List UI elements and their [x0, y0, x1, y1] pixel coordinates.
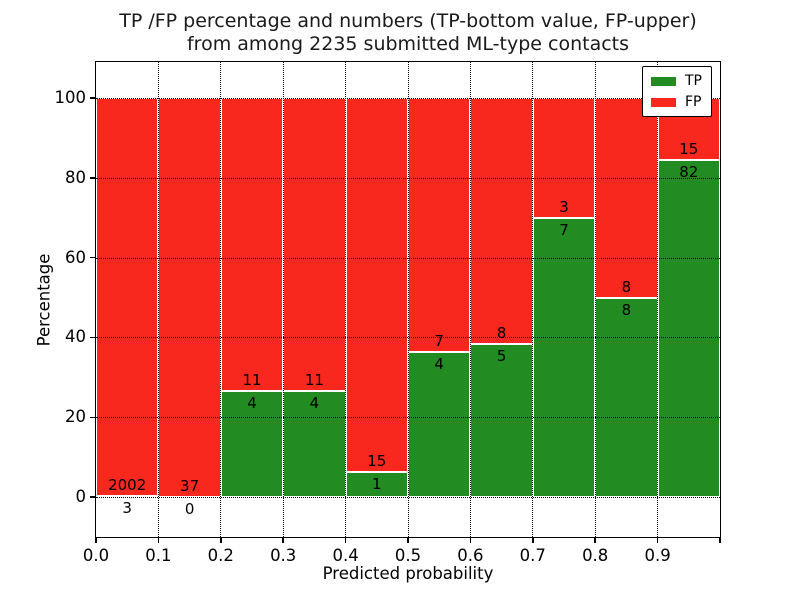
- x-tick-mark: [344, 538, 347, 543]
- tp-count-label: 82: [679, 162, 699, 181]
- x-axis-label: Predicted probability: [322, 564, 494, 583]
- y-tick-mark: [89, 177, 95, 179]
- y-tick-mark: [89, 416, 95, 418]
- bar-segment-tp: [408, 351, 471, 498]
- bar-segment-tp: [283, 390, 346, 498]
- horizontal-gridline: [96, 257, 720, 259]
- bar-segment-fp: [345, 97, 408, 473]
- x-tick-label: 0.3: [270, 546, 297, 565]
- legend-entry-tp: TP: [651, 74, 702, 88]
- fp-count-label: 2002: [108, 476, 147, 495]
- x-tick-label: 0.1: [145, 546, 172, 565]
- x-tick-mark: [469, 538, 472, 543]
- horizontal-gridline: [96, 177, 720, 179]
- x-tick-label: 0.8: [582, 546, 609, 565]
- tp-count-label: 0: [184, 500, 195, 519]
- x-tick-label: 0.5: [394, 546, 422, 565]
- y-tick-label: 40: [65, 327, 86, 347]
- x-tick-mark: [594, 538, 596, 543]
- bar-segment-tp: [532, 217, 596, 498]
- x-tick-mark: [282, 538, 284, 543]
- vertical-gridline: [657, 62, 659, 537]
- fp-count-label: 11: [304, 370, 324, 389]
- y-tick-label: 0: [75, 487, 87, 507]
- vertical-gridline: [345, 62, 347, 537]
- y-tick-mark: [89, 256, 95, 259]
- legend-swatch-tp: [651, 76, 676, 86]
- x-tick-mark: [532, 538, 534, 543]
- fp-count-label: 3: [559, 197, 569, 216]
- x-tick-label: 0.7: [519, 546, 546, 565]
- bar-segment-fp: [220, 97, 284, 391]
- y-tick-mark: [89, 97, 95, 99]
- horizontal-gridline: [96, 97, 720, 99]
- bar-segment-fp: [470, 97, 533, 344]
- bar-segment-tp: [657, 159, 720, 498]
- bar-segment-fp: [158, 97, 221, 498]
- y-tick-mark: [89, 496, 95, 498]
- y-tick-label: 20: [65, 407, 86, 427]
- x-tick-mark: [220, 538, 222, 543]
- vertical-gridline: [157, 62, 159, 537]
- y-tick-label: 100: [54, 87, 87, 107]
- fp-count-label: 8: [621, 277, 632, 296]
- tp-count-label: 8: [621, 300, 632, 319]
- x-tick-label: 0.9: [644, 546, 671, 565]
- tp-count-label: 5: [496, 346, 507, 365]
- bar-segment-tp: [595, 297, 658, 498]
- fp-count-label: 15: [367, 452, 387, 471]
- legend-entry-fp: FP: [651, 95, 702, 109]
- bar-segment-tp: [345, 472, 408, 498]
- bar-segment-tp: [470, 343, 533, 498]
- horizontal-gridline: [96, 497, 720, 499]
- tp-count-label: 4: [434, 354, 444, 373]
- vertical-gridline: [220, 62, 222, 537]
- chart-title-line1: TP /FP percentage and numbers (TP-bottom…: [119, 10, 697, 32]
- x-tick-label: 0.0: [82, 546, 110, 565]
- legend-swatch-fp: [651, 97, 676, 107]
- tp-count-label: 4: [309, 393, 320, 412]
- fp-count-label: 8: [496, 323, 507, 342]
- tp-count-label: 1: [372, 475, 382, 494]
- legend-label-fp: FP: [685, 94, 702, 110]
- bar-segment-fp: [408, 97, 471, 352]
- legend: TP FP: [642, 66, 712, 117]
- x-tick-mark: [407, 538, 409, 543]
- fp-count-label: 37: [180, 477, 200, 496]
- vertical-gridline: [407, 62, 409, 537]
- x-tick-mark: [95, 538, 97, 543]
- vertical-gridline: [594, 62, 596, 537]
- y-tick-mark: [89, 336, 95, 339]
- bar-segment-tp: [220, 390, 284, 498]
- horizontal-gridline: [96, 337, 720, 339]
- x-tick-mark: [719, 538, 721, 543]
- x-tick-label: 0.6: [457, 546, 484, 565]
- tp-count-label: 4: [247, 393, 257, 412]
- horizontal-gridline: [96, 417, 720, 419]
- bar-segment-fp: [532, 97, 596, 218]
- chart-title-line2: from among 2235 submitted ML-type contac…: [186, 33, 630, 55]
- vertical-gridline: [532, 62, 534, 537]
- x-tick-label: 0.2: [207, 546, 234, 565]
- chart-title: TP /FP percentage and numbers (TP-bottom…: [96, 10, 720, 56]
- y-tick-label: 60: [65, 247, 86, 267]
- y-tick-label: 80: [65, 167, 86, 187]
- x-tick-label: 0.4: [332, 546, 359, 565]
- x-tick-mark: [656, 538, 659, 543]
- x-tick-mark: [157, 538, 160, 543]
- plot-area: TP FP 2002 3 37 0 11 4 11 4 15 1 7 4 8 5 3 7 8 8 15 82 0 20 40…: [55, 62, 721, 565]
- fp-count-label: 7: [434, 331, 444, 350]
- bar-segment-fp: [96, 97, 159, 497]
- vertical-gridline: [469, 62, 471, 537]
- tp-count-label: 3: [122, 499, 132, 518]
- tp-count-label: 7: [559, 220, 569, 239]
- legend-label-tp: TP: [685, 73, 702, 89]
- bar-segment-fp: [595, 97, 658, 298]
- fp-count-label: 11: [242, 370, 262, 389]
- fp-count-label: 15: [679, 139, 699, 158]
- bar-segment-fp: [283, 97, 346, 391]
- vertical-gridline: [282, 62, 284, 537]
